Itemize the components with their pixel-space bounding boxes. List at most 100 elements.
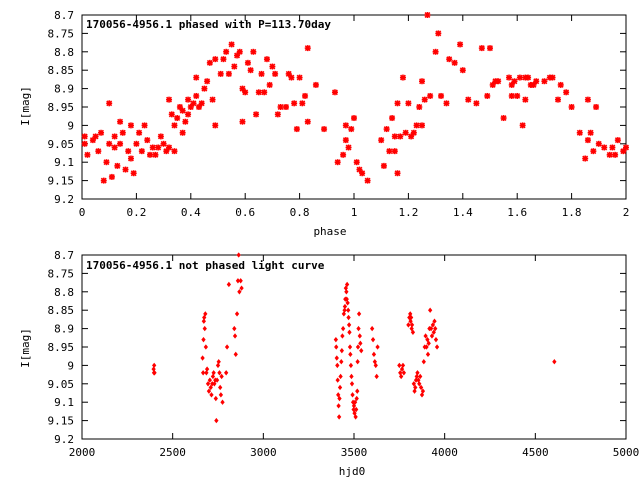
unphased-data-point xyxy=(346,307,351,313)
unphased-x-tick-label: 4000 xyxy=(431,446,458,459)
phased-data-point xyxy=(457,41,464,48)
unphased-y-tick-label: 9.15 xyxy=(48,415,75,428)
unphased-data-point xyxy=(336,392,341,398)
phased-data-point xyxy=(623,144,629,151)
unphased-data-point xyxy=(347,344,353,350)
unphased-data-point xyxy=(200,355,205,361)
unphased-data-point xyxy=(201,318,207,324)
unphased-data-point xyxy=(236,252,241,258)
phased-data-point xyxy=(342,122,349,129)
phased-data-point xyxy=(144,137,151,144)
unphased-y-axis-label: I[mag] xyxy=(19,328,32,368)
unphased-y-tick-label: 8.9 xyxy=(54,323,74,336)
unphased-data-point xyxy=(429,333,435,339)
unphased-y-tick-label: 9.2 xyxy=(54,433,74,446)
unphased-x-axis-label: hjd0 xyxy=(339,465,366,478)
unphased-data-point xyxy=(348,351,353,358)
phased-data-point xyxy=(244,59,251,66)
phased-data-point xyxy=(364,177,371,184)
unphased-data-point xyxy=(425,351,431,358)
unphased-data-point xyxy=(356,311,362,317)
phased-data-point xyxy=(274,111,281,118)
phased-data-point xyxy=(100,177,107,184)
phased-y-axis-label: I[mag] xyxy=(19,86,32,126)
unphased-data-point xyxy=(353,414,358,420)
phased-data-point xyxy=(587,129,594,136)
phased-data-point xyxy=(568,104,575,110)
phased-x-tick-label: 1.8 xyxy=(562,206,582,219)
unphased-data-point xyxy=(414,373,419,380)
phased-x-tick-label: 1.6 xyxy=(507,206,527,219)
phased-data-point xyxy=(378,137,385,144)
unphased-data-point xyxy=(217,370,222,376)
phased-data-point xyxy=(584,96,591,103)
phased-data-point xyxy=(451,59,458,66)
unphased-data-point xyxy=(415,370,420,376)
unphased-data-point xyxy=(224,344,230,350)
unphased-data-point xyxy=(206,388,212,394)
unphased-data-point xyxy=(355,359,360,365)
phased-data-point xyxy=(606,151,613,158)
phased-data-point xyxy=(293,126,300,133)
unphased-data-point xyxy=(334,344,339,350)
phased-data-point xyxy=(514,92,521,99)
unphased-data-point xyxy=(213,395,218,402)
phased-data-point xyxy=(263,56,270,63)
phased-x-tick-label: 1.2 xyxy=(398,206,418,219)
unphased-data-point xyxy=(411,381,416,387)
unphased-data-point xyxy=(347,329,352,335)
unphased-data-point xyxy=(340,325,346,332)
phased-data-point xyxy=(525,74,532,81)
unphased-data-point xyxy=(203,344,208,350)
unphased-data-point xyxy=(211,370,216,376)
unphased-y-tick-label: 8.8 xyxy=(54,286,74,299)
phased-data-point xyxy=(410,129,417,136)
phased-data-point xyxy=(612,151,619,158)
unphased-data-point xyxy=(433,336,439,343)
phased-data-point xyxy=(413,122,420,129)
phased-data-point xyxy=(296,74,303,81)
phased-data-point xyxy=(225,70,232,77)
phased-data-point xyxy=(614,137,621,144)
phased-data-point xyxy=(519,122,526,129)
phased-data-point xyxy=(432,48,439,55)
unphased-data-point xyxy=(351,403,357,409)
phased-data-point xyxy=(342,137,349,144)
unphased-data-point xyxy=(208,384,213,391)
phased-data-point xyxy=(582,155,589,162)
phased-data-point xyxy=(487,45,493,52)
unphased-data-point xyxy=(226,281,232,288)
unphased-data-point xyxy=(348,362,354,369)
unphased-data-point xyxy=(413,384,418,391)
phased-data-point xyxy=(171,148,178,155)
unphased-data-point xyxy=(355,388,360,394)
phased-data-point xyxy=(516,74,523,81)
phased-data-point xyxy=(117,118,124,125)
unphased-data-point xyxy=(421,359,426,365)
phased-data-point xyxy=(576,129,583,136)
phased-data-point xyxy=(424,12,431,18)
phased-x-axis-label: phase xyxy=(313,225,346,238)
phased-data-point xyxy=(272,70,279,77)
unphased-data-point xyxy=(339,359,344,365)
phased-data-point xyxy=(190,100,197,107)
unphased-data-point xyxy=(202,314,207,321)
unphased-data-point xyxy=(408,314,414,321)
phased-data-point xyxy=(209,96,216,103)
phased-data-point xyxy=(179,107,186,114)
unphased-data-point xyxy=(369,325,375,332)
phased-data-point xyxy=(331,89,338,96)
unphased-data-point xyxy=(410,329,416,335)
phased-data-point xyxy=(394,170,401,177)
unphased-data-point xyxy=(371,351,377,358)
unphased-data-point xyxy=(370,336,376,343)
phased-data-point xyxy=(394,100,401,107)
phased-data-point xyxy=(391,148,398,155)
unphased-data-point xyxy=(430,322,436,328)
phased-data-point xyxy=(114,162,121,169)
phased-x-tick-label: 0.8 xyxy=(290,206,310,219)
phased-data-point xyxy=(549,74,556,81)
phased-data-point xyxy=(446,56,453,63)
phased-data-point xyxy=(141,122,148,129)
phased-y-tick-label: 8.8 xyxy=(54,46,74,59)
